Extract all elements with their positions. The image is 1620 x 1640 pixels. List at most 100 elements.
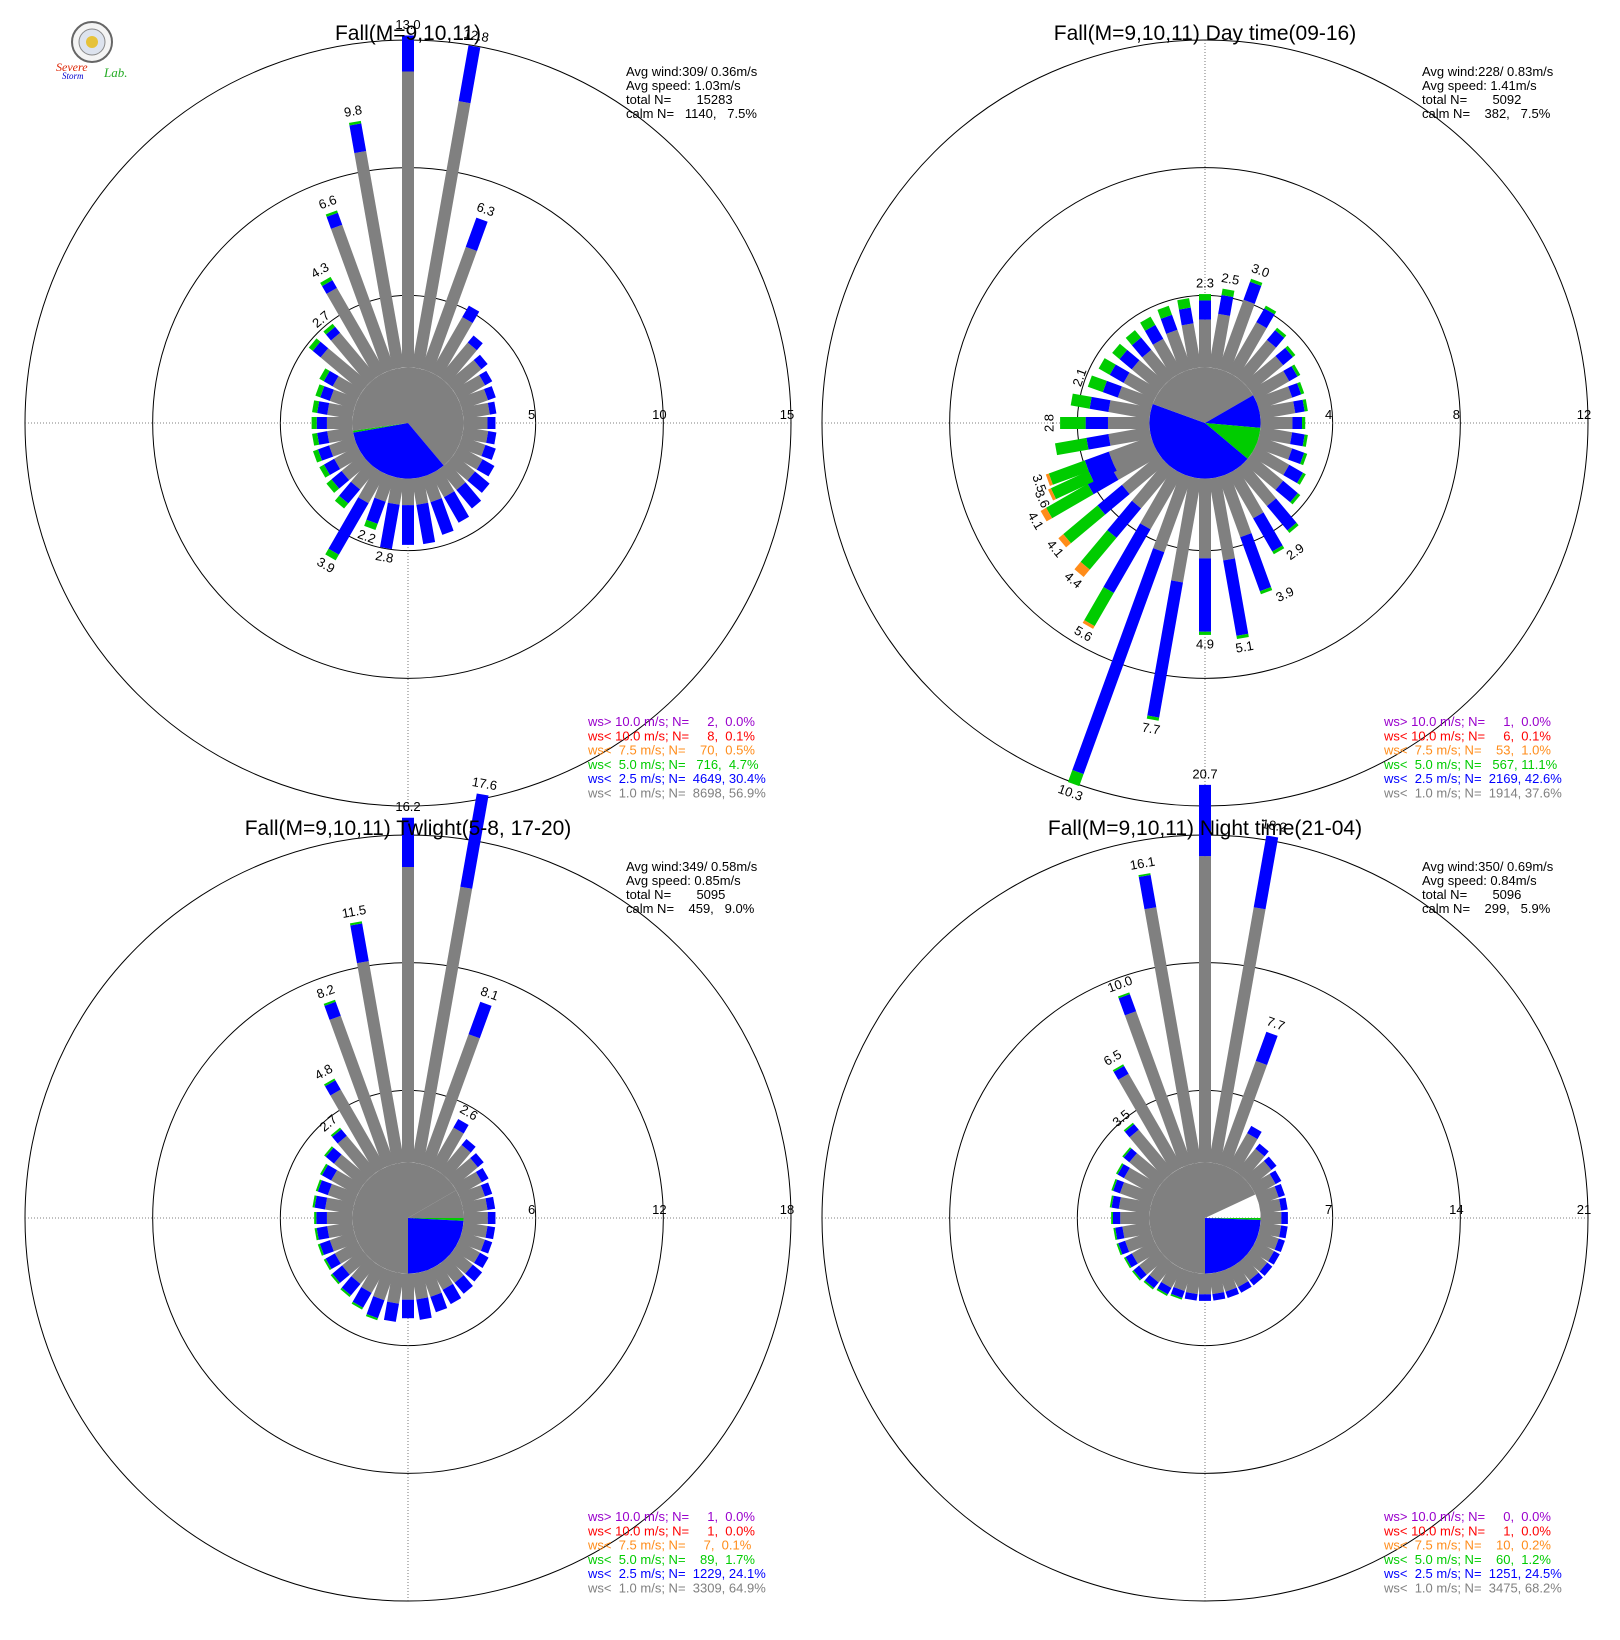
wind-bar-segment xyxy=(317,431,330,445)
wind-bar-segment xyxy=(1125,330,1142,346)
wind-bar-segment xyxy=(1108,426,1152,446)
wind-bar-segment xyxy=(325,1147,342,1164)
wind-bar-segment xyxy=(430,1292,448,1313)
wind-bar-segment xyxy=(374,473,395,502)
wind-bar-segment xyxy=(421,1268,442,1297)
wind-rose-panel: 4 8 122.3 2.5 3.02.12.83.53.64.14.14.45.610.… xyxy=(821,22,1591,807)
wind-bar-segment xyxy=(312,432,320,446)
wind-bar-segment xyxy=(446,1249,473,1274)
wind-bar-segment xyxy=(487,417,496,429)
wind-bar-segment xyxy=(1063,505,1106,544)
wind-bar-segment xyxy=(352,1287,372,1308)
wind-bar-segment xyxy=(1123,1148,1137,1163)
wind-bar-segment xyxy=(461,402,490,420)
calm-pie-slice xyxy=(1152,367,1205,423)
wind-bar-segment xyxy=(1199,319,1211,368)
stat-line: Avg wind:349/ 0.58m/s xyxy=(626,859,758,874)
legend-entry: ws< 5.0 m/s; N= 567, 11.1% xyxy=(1383,757,1558,772)
bar-value-label: 13.0 xyxy=(395,17,420,32)
wind-bar-segment xyxy=(312,449,323,463)
wind-bar-segment xyxy=(348,120,362,126)
wind-bar-segment xyxy=(1048,460,1089,485)
wind-bar-segment xyxy=(1260,417,1293,429)
ring-label: 5 xyxy=(528,407,535,422)
wind-bar-segment xyxy=(453,1171,482,1196)
wind-bar-segment xyxy=(1199,558,1211,632)
wind-bar-segment xyxy=(1293,399,1305,414)
wind-bar-segment xyxy=(1111,1179,1118,1191)
ring-label: 14 xyxy=(1449,1202,1463,1217)
wind-bar-segment xyxy=(320,276,333,287)
calm-pie-slice xyxy=(353,423,408,433)
wind-bar-segment xyxy=(1255,1031,1278,1066)
wind-bar-segment xyxy=(1208,313,1230,370)
wind-bar-segment xyxy=(1250,1240,1275,1262)
wind-bar-segment xyxy=(430,468,455,498)
wind-bar-segment xyxy=(330,224,395,373)
wind-bar-segment xyxy=(323,458,341,476)
stat-line: Avg wind:350/ 0.69m/s xyxy=(1422,859,1554,874)
wind-bar-segment xyxy=(1302,434,1308,447)
wind-bar-segment xyxy=(365,1314,378,1321)
wind-bar-segment xyxy=(1223,558,1249,636)
wind-bar-segment xyxy=(1118,994,1137,1016)
wind-bar-segment xyxy=(1275,480,1298,503)
wind-bar-segment xyxy=(446,1158,478,1187)
wind-bar-segment xyxy=(315,384,325,398)
wind-bar-segment xyxy=(421,246,478,373)
wind-bar-segment xyxy=(1199,1273,1211,1295)
wind-bar-segment xyxy=(1178,307,1194,326)
wind-bar-segment xyxy=(1160,314,1178,334)
bar-value-label: 8.2 xyxy=(314,981,336,1001)
wind-bar-segment xyxy=(383,1301,399,1322)
calm-pie-slice xyxy=(352,1162,408,1274)
wind-bar-segment xyxy=(1140,316,1156,331)
wind-bar-segment xyxy=(458,388,489,410)
wind-bar-segment xyxy=(326,417,353,429)
wind-bar-segment xyxy=(1142,349,1174,385)
wind-bar-segment xyxy=(1268,1250,1280,1265)
wind-bar-segment xyxy=(342,1249,370,1275)
wind-bar-segment xyxy=(1281,1212,1288,1224)
wind-bar-segment xyxy=(1250,1173,1276,1196)
calm-pie-slice xyxy=(1205,1218,1261,1274)
calm-pie-slice xyxy=(1149,404,1248,479)
wind-bar-segment xyxy=(325,1080,341,1096)
wind-bar-segment xyxy=(1297,472,1306,485)
wind-bar-segment xyxy=(316,417,327,429)
wind-bar-segment xyxy=(1144,1274,1159,1289)
wind-bar-segment xyxy=(470,1153,484,1168)
wind-bar-segment xyxy=(1199,1294,1211,1301)
wind-bar-segment xyxy=(1119,1182,1155,1205)
wind-bar-segment xyxy=(402,35,414,72)
wind-bar-segment xyxy=(1087,469,1119,495)
wind-bar-segment xyxy=(465,1264,483,1282)
wind-bar-segment xyxy=(1279,1197,1288,1211)
wind-bar-segment xyxy=(322,280,337,294)
wind-bar-segment xyxy=(1125,1253,1138,1268)
wind-bar-segment xyxy=(1131,1240,1160,1264)
wind-bar-segment xyxy=(332,1265,350,1283)
wind-bar-segment xyxy=(1125,1231,1155,1252)
wind-bar-segment xyxy=(1084,586,1114,627)
bar-value-label: 18.2 xyxy=(1260,816,1288,835)
wind-bar-segment xyxy=(1122,1147,1132,1158)
wind-bar-segment xyxy=(460,793,489,889)
wind-bar-segment xyxy=(1253,835,1279,910)
wind-bar-segment xyxy=(341,1276,361,1296)
wind-bar-segment xyxy=(1290,432,1305,447)
wind-bar-segment xyxy=(332,375,363,401)
wind-bar-segment xyxy=(1054,437,1089,456)
bar-value-label: 9.8 xyxy=(343,102,363,120)
wind-bar-segment xyxy=(331,1170,363,1196)
wind-bar-segment xyxy=(323,1258,332,1271)
wind-bar-segment xyxy=(356,961,405,1165)
wind-bar-segment xyxy=(1119,349,1140,370)
wind-bar-segment xyxy=(1258,1198,1282,1215)
wind-bar-segment xyxy=(467,335,483,351)
bar-value-label: 17.6 xyxy=(471,774,499,793)
wind-bar-segment xyxy=(1218,473,1252,538)
wind-bar-segment xyxy=(325,548,339,561)
wind-bar-segment xyxy=(416,1297,432,1320)
stat-line: Avg wind:309/ 0.36m/s xyxy=(626,64,758,79)
